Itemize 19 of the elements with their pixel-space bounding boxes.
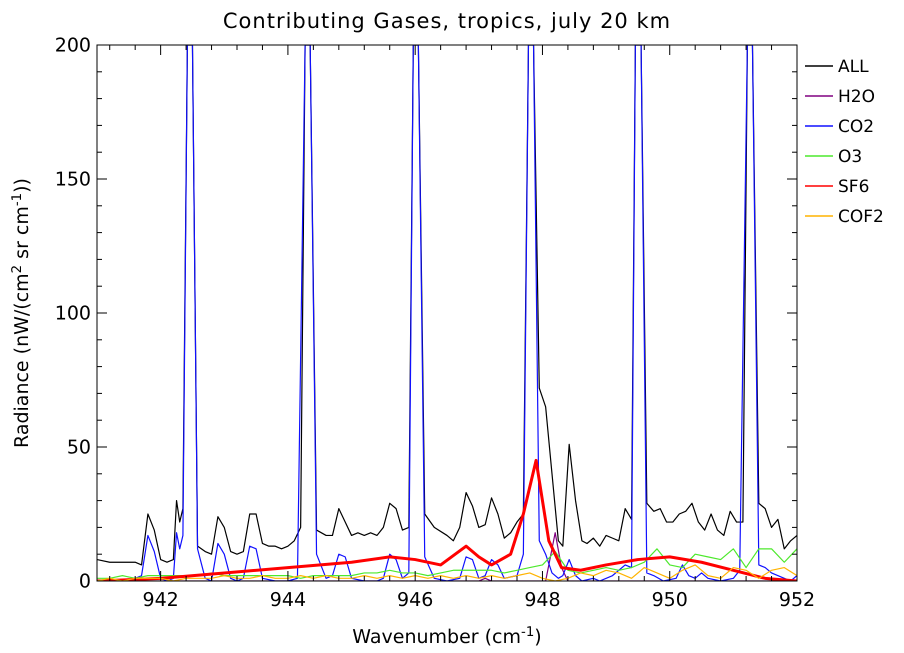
x-tick-label: 946	[397, 589, 434, 611]
x-tick-label: 950	[652, 589, 688, 611]
legend-label: ALL	[838, 56, 870, 77]
y-tick-label: 0	[78, 570, 91, 593]
y-tick-label: 150	[54, 168, 91, 191]
y-tick-label: 200	[54, 34, 91, 57]
legend-label: COF2	[838, 206, 884, 227]
legend-label: H2O	[838, 86, 875, 107]
x-axis-title: Wavenumber (cm$^{-1}$)	[352, 624, 542, 648]
legend-label: O3	[838, 146, 862, 167]
x-tick-label: 952	[778, 589, 816, 611]
x-tick-label: 944	[270, 589, 306, 611]
y-tick-label: 50	[66, 436, 91, 459]
x-tick-label: 942	[142, 589, 179, 611]
y-tick-label: 100	[54, 302, 91, 325]
legend-label: CO2	[838, 116, 874, 137]
chart-title: Contributing Gases, tropics, july 20 km	[222, 9, 672, 33]
legend-label: SF6	[838, 176, 870, 197]
x-tick-label: 948	[524, 589, 561, 611]
